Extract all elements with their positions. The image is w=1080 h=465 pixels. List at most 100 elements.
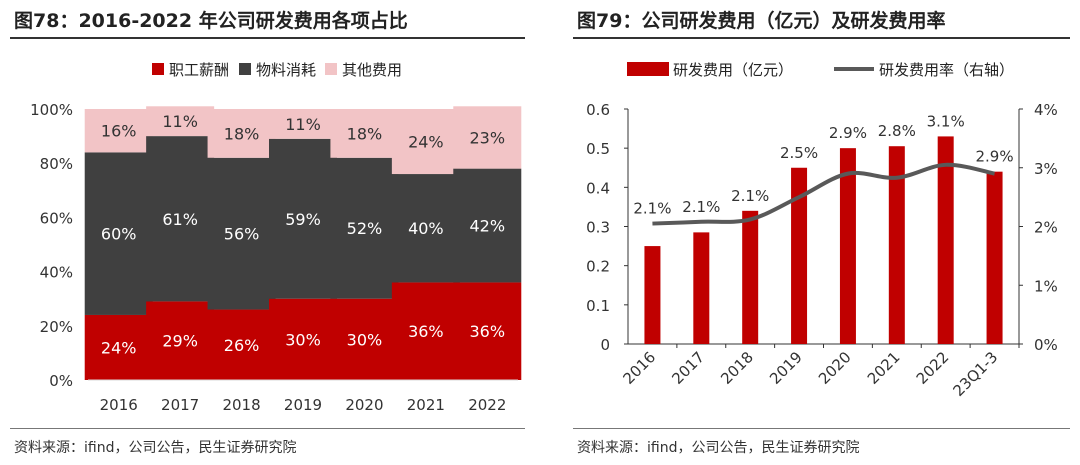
bar-segment-2016-2 bbox=[84, 152, 153, 315]
bar-segment-2022-2 bbox=[453, 168, 522, 283]
line-data-label: 2.9% bbox=[829, 124, 867, 142]
bar-2017 bbox=[693, 232, 710, 344]
data-label: 26% bbox=[224, 336, 260, 355]
bar-segment-2018-1 bbox=[207, 309, 276, 380]
bar-segment-2022-1 bbox=[453, 282, 522, 380]
legend-swatch-1 bbox=[152, 63, 164, 75]
legend-swatch-bar bbox=[627, 62, 669, 76]
bar-segment-2019-2 bbox=[269, 138, 337, 299]
bar-2018 bbox=[742, 210, 759, 344]
y-tick-label: 80% bbox=[40, 155, 73, 173]
right-y-tick-label: 3% bbox=[1034, 160, 1058, 178]
right-chart-title: 图79：公司研发费用（亿元）及研发费用率 bbox=[577, 10, 946, 32]
data-label: 16% bbox=[101, 122, 137, 141]
bar-segment-2020-3 bbox=[330, 109, 399, 158]
data-label: 36% bbox=[470, 322, 506, 341]
left-title-rule bbox=[10, 37, 525, 39]
left-y-tick-label: 0.3 bbox=[586, 219, 610, 237]
y-tick-label: 20% bbox=[40, 318, 73, 336]
right-y-tick-label: 1% bbox=[1034, 277, 1058, 295]
data-label: 29% bbox=[162, 332, 198, 351]
x-tick-label: 2019 bbox=[766, 348, 806, 388]
bar-segment-2021-2 bbox=[391, 174, 460, 283]
x-tick-label: 2017 bbox=[668, 348, 708, 388]
right-title-rule bbox=[573, 37, 1070, 39]
bar-segment-2020-2 bbox=[330, 157, 399, 299]
data-label: 18% bbox=[224, 124, 260, 143]
bar-2022 bbox=[937, 136, 954, 344]
line-series-rd-rate bbox=[652, 162, 995, 226]
line-data-label: 2.8% bbox=[878, 122, 916, 140]
right-source-note: 资料来源：ifind，公司公告，民生证券研究院 bbox=[577, 440, 860, 456]
right-y-tick-label: 2% bbox=[1034, 219, 1058, 237]
right-y-tick-label: 0% bbox=[1034, 336, 1058, 354]
data-label: 36% bbox=[408, 322, 444, 341]
y-tick-label: 60% bbox=[40, 209, 73, 227]
right-source-rule bbox=[573, 428, 1070, 429]
y-tick-label: 0% bbox=[49, 372, 73, 390]
right-chart-panel: 图79：公司研发费用（亿元）及研发费用率 研发费用（亿元） 研发费用率（右轴） 0 0… bbox=[563, 0, 1080, 465]
line-data-label: 2.5% bbox=[780, 144, 818, 162]
y-tick-label: 40% bbox=[40, 264, 73, 282]
left-source-note: 资料来源：ifind，公司公告，民生证券研究院 bbox=[14, 440, 297, 456]
data-label: 30% bbox=[285, 330, 321, 349]
legend-label-line: 研发费用率（右轴） bbox=[879, 61, 1014, 79]
x-tick-label: 2022 bbox=[913, 348, 953, 388]
data-label: 30% bbox=[347, 330, 383, 349]
left-chart-title: 图78：2016-2022 年公司研发费用各项占比 bbox=[14, 10, 408, 32]
line-data-label: 2.1% bbox=[682, 198, 720, 216]
bar-segment-2021-1 bbox=[391, 282, 460, 380]
x-tick-label: 2019 bbox=[284, 396, 322, 414]
bar-segment-2019-1 bbox=[269, 298, 337, 380]
bar-segment-2022-3 bbox=[453, 106, 522, 169]
data-label: 42% bbox=[470, 217, 506, 236]
bar-segment-2016-1 bbox=[84, 314, 153, 380]
bar-2021 bbox=[888, 146, 905, 344]
data-label: 24% bbox=[408, 133, 444, 152]
x-tick-label: 2017 bbox=[161, 396, 199, 414]
bar-segment-2021-3 bbox=[391, 109, 460, 175]
data-label: 24% bbox=[101, 338, 137, 357]
left-source-rule bbox=[10, 428, 525, 429]
data-label: 11% bbox=[285, 115, 321, 134]
x-tick-label: 23Q1-3 bbox=[949, 348, 1001, 400]
bar-segment-2018-3 bbox=[207, 109, 276, 158]
line-data-label: 2.9% bbox=[976, 148, 1014, 166]
y-tick-label: 100% bbox=[30, 101, 73, 119]
bar-segment-2017-1 bbox=[146, 301, 215, 380]
legend-swatch-3 bbox=[325, 63, 337, 75]
bar-segment-2017-3 bbox=[146, 106, 215, 137]
x-tick-label: 2016 bbox=[620, 348, 660, 388]
bar-2016 bbox=[644, 246, 661, 344]
legend-label-bar: 研发费用（亿元） bbox=[673, 61, 793, 79]
left-y-tick-label: 0.4 bbox=[586, 179, 610, 197]
legend-label-3: 其他费用 bbox=[342, 61, 402, 79]
data-label: 40% bbox=[408, 219, 444, 238]
legend-swatch-2 bbox=[239, 63, 251, 75]
bar-segment-2019-3 bbox=[269, 109, 337, 139]
bar-segment-2017-2 bbox=[146, 136, 215, 302]
x-tick-label: 2021 bbox=[407, 396, 445, 414]
left-y-tick-label: 0.1 bbox=[586, 297, 610, 315]
bar-2020 bbox=[839, 148, 856, 344]
bar-2019 bbox=[791, 167, 808, 344]
x-tick-label: 2018 bbox=[222, 396, 260, 414]
bar-23Q1-3 bbox=[986, 171, 1003, 344]
line-data-label: 2.1% bbox=[633, 200, 671, 218]
left-y-tick-label: 0.2 bbox=[586, 258, 610, 276]
left-y-tick-label: 0.5 bbox=[586, 140, 610, 158]
x-tick-label: 2016 bbox=[100, 396, 138, 414]
data-label: 60% bbox=[101, 225, 137, 244]
left-chart-panel: 图78：2016-2022 年公司研发费用各项占比 职工薪酬 物料消耗 其他费用 0%… bbox=[0, 0, 535, 465]
bar-segment-2020-1 bbox=[330, 298, 399, 380]
data-label: 56% bbox=[224, 225, 260, 244]
left-y-tick-label: 0 bbox=[600, 336, 610, 354]
right-y-tick-label: 4% bbox=[1034, 101, 1058, 119]
bar-segment-2016-3 bbox=[84, 109, 153, 153]
right-bar-line-chart: 研发费用（亿元） 研发费用率（右轴） 0 0.1 0.2 0.3 0.4 0.5 0.6 0% 1%… bbox=[586, 61, 1058, 400]
bar-segment-2018-2 bbox=[207, 157, 276, 310]
left-stacked-bar-chart: 职工薪酬 物料消耗 其他费用 0% 20% 40% 60% 80% 100% 24% 60% 16% 2… bbox=[30, 61, 522, 414]
data-label: 23% bbox=[470, 128, 506, 147]
x-tick-label: 2021 bbox=[864, 348, 904, 388]
x-tick-label: 2018 bbox=[717, 348, 757, 388]
